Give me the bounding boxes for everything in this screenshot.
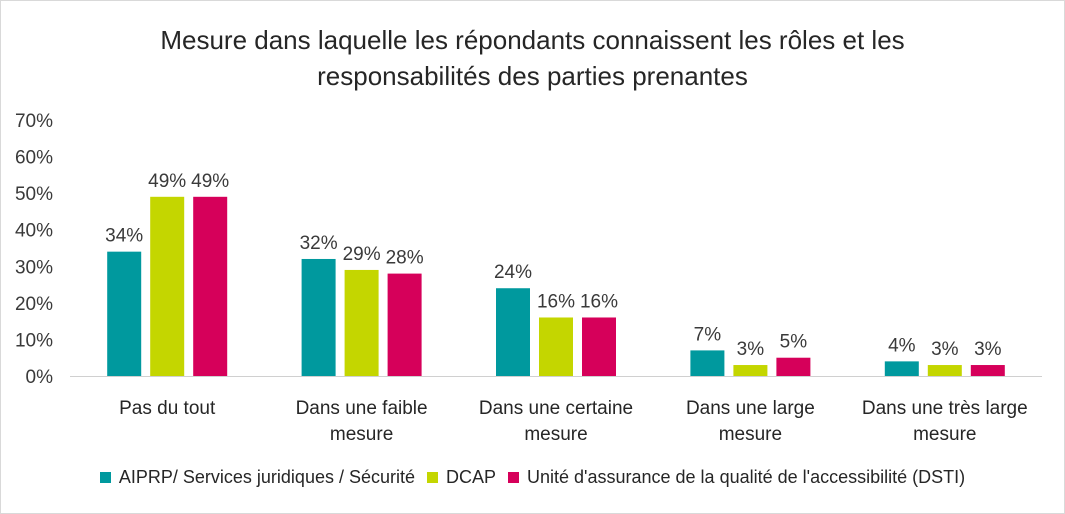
legend-item-dsti: Unité d'assurance de la qualité de l'acc… — [508, 467, 965, 488]
chart-title-line-1: Mesure dans laquelle les répondants conn… — [160, 25, 905, 55]
bar — [776, 357, 811, 376]
legend-item-dcap: DCAP — [427, 467, 496, 488]
x-tick-label: Dans une large — [686, 398, 815, 419]
x-tick-label: Pas du tout — [119, 398, 216, 419]
y-tick-label: 50% — [15, 184, 53, 205]
data-label: 3% — [737, 339, 765, 360]
data-label: 28% — [386, 248, 424, 269]
bar — [107, 251, 142, 376]
bar — [927, 365, 962, 376]
bar — [387, 273, 422, 376]
bar — [539, 317, 573, 376]
bar — [733, 365, 768, 376]
bar — [970, 365, 1005, 376]
x-tick-label: mesure — [913, 424, 976, 445]
data-label: 3% — [974, 339, 1002, 360]
legend-swatch-dsti — [508, 472, 520, 483]
bar — [301, 258, 336, 376]
x-tick-label: Dans une certaine — [479, 398, 633, 419]
legend-swatch-dcap — [427, 472, 438, 483]
x-tick-label: mesure — [719, 424, 782, 445]
data-label: 34% — [105, 226, 143, 247]
bar — [150, 196, 185, 376]
data-label: 5% — [780, 332, 808, 353]
y-tick-label: 70% — [15, 111, 53, 132]
y-tick-label: 20% — [15, 294, 53, 315]
legend-label-dcap: DCAP — [446, 467, 497, 487]
chart-title-line-2: responsabilités des parties prenantes — [317, 61, 748, 91]
legend-swatch-aiprp — [99, 472, 111, 483]
data-label: 29% — [343, 244, 381, 265]
data-label: 24% — [494, 262, 532, 283]
bar — [496, 288, 530, 376]
chart-title: Mesure dans laquelle les répondants conn… — [0, 22, 1065, 94]
data-label: 49% — [148, 171, 186, 192]
bar — [582, 317, 616, 376]
bar — [193, 196, 228, 376]
x-tick-label: Dans une très large — [862, 398, 1028, 419]
x-tick-label: mesure — [330, 424, 393, 445]
bar — [884, 361, 919, 376]
data-label: 7% — [694, 324, 722, 345]
y-tick-label: 10% — [15, 330, 53, 351]
data-label: 16% — [537, 291, 575, 312]
y-tick-label: 30% — [15, 257, 53, 278]
data-label: 3% — [931, 339, 959, 360]
x-tick-label: mesure — [524, 424, 587, 445]
bar — [344, 269, 379, 376]
x-tick-label: Dans une faible — [296, 398, 428, 419]
legend-label-dsti: Unité d'assurance de la qualité de l'acc… — [527, 467, 966, 487]
bar — [690, 350, 725, 376]
data-label: 4% — [888, 335, 916, 356]
data-label: 49% — [191, 171, 229, 192]
legend-item-aiprp: AIPRP/ Services juridiques / Sécurité — [99, 467, 415, 488]
y-tick-label: 60% — [15, 148, 53, 169]
legend-label-aiprp: AIPRP/ Services juridiques / Sécurité — [118, 467, 415, 487]
data-label: 32% — [300, 233, 338, 254]
legend: AIPRP/ Services juridiques / Sécurité DC… — [0, 467, 1065, 488]
y-tick-label: 40% — [15, 221, 53, 242]
y-tick-label: 0% — [26, 367, 54, 388]
data-label: 16% — [580, 291, 618, 312]
